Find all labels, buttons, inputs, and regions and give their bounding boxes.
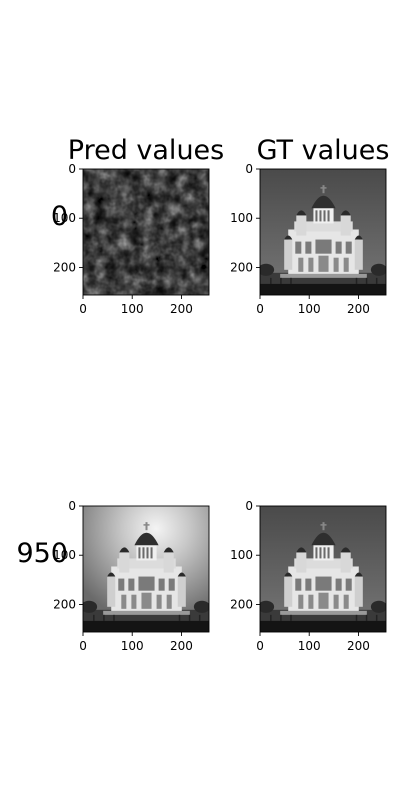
y-tick-label: 200 <box>53 597 76 611</box>
x-tick-label: 0 <box>79 639 87 653</box>
x-tick-label: 100 <box>298 639 321 653</box>
axes-frame <box>259 168 387 296</box>
x-tick-label: 0 <box>256 302 264 316</box>
y-tick-label: 0 <box>68 162 76 176</box>
panel-image <box>260 169 386 295</box>
y-tick-label: 200 <box>230 597 253 611</box>
panel-r1-c0: 0 100 200 0 100 200 <box>53 499 210 653</box>
x-tick-label: 200 <box>347 302 370 316</box>
column-title-0: Pred values <box>68 135 224 166</box>
y-tick-label: 100 <box>230 211 253 225</box>
titles-layer: Pred values GT values 0 950 <box>16 135 389 569</box>
axes-frame <box>82 168 210 296</box>
row-label-0: 0 <box>51 201 68 232</box>
x-tick-label: 200 <box>170 302 193 316</box>
panel-image <box>83 169 209 295</box>
x-tick-label: 100 <box>121 302 144 316</box>
panel-image <box>83 506 209 632</box>
axes-frame <box>259 505 387 633</box>
y-tick-label: 100 <box>53 548 76 562</box>
panel-r0-c1: 0 100 200 0 100 200 <box>230 162 387 316</box>
x-tick-label: 0 <box>79 302 87 316</box>
axes-frame <box>82 505 210 633</box>
x-tick-label: 0 <box>256 639 264 653</box>
y-tick-label: 0 <box>68 499 76 513</box>
y-tick-label: 200 <box>53 260 76 274</box>
panel-r1-c1: 0 100 200 0 100 200 <box>230 499 387 653</box>
y-tick-label: 0 <box>245 499 253 513</box>
x-tick-label: 200 <box>170 639 193 653</box>
y-tick-label: 100 <box>53 211 76 225</box>
x-tick-label: 100 <box>121 639 144 653</box>
y-tick-label: 100 <box>230 548 253 562</box>
y-tick-label: 200 <box>230 260 253 274</box>
column-title-1: GT values <box>257 135 390 166</box>
x-tick-label: 200 <box>347 639 370 653</box>
y-tick-label: 0 <box>245 162 253 176</box>
panel-image <box>260 506 386 632</box>
row-label-1: 950 <box>16 538 68 569</box>
x-tick-label: 100 <box>298 302 321 316</box>
